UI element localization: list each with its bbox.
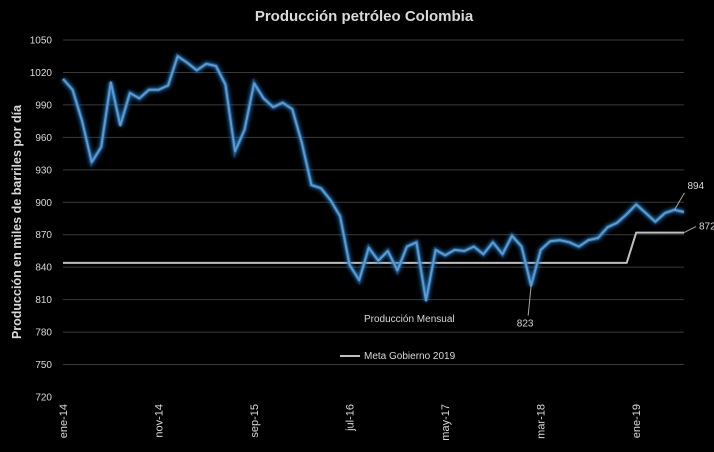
y-tick-label: 900: [35, 198, 52, 209]
y-tick-label: 750: [35, 360, 52, 371]
y-tick-label: 720: [35, 393, 52, 404]
annotations: 894 823 872: [517, 181, 714, 330]
y-tick-label: 1020: [30, 68, 53, 79]
annotation-leader: [683, 226, 697, 234]
x-tick-label: sep-15: [249, 404, 261, 438]
chart-title: Producción petróleo Colombia: [255, 8, 474, 25]
annotation-label: 894: [687, 181, 704, 192]
legend-label-production: Producción Mensual: [364, 314, 455, 325]
y-tick-label: 930: [35, 165, 52, 176]
x-tick-label: jul-16: [345, 404, 357, 432]
series-line-goal: [63, 231, 684, 264]
series-lines: [61, 53, 685, 302]
y-tick-label: 960: [35, 133, 52, 144]
y-tick-label: 1050: [30, 36, 53, 47]
x-tick-label: ene-19: [631, 404, 643, 438]
x-tick-label: nov-14: [154, 404, 166, 438]
x-tick-label: ene-14: [58, 404, 70, 438]
annotation-leader: [527, 285, 532, 316]
legend-label-goal: Meta Gobierno 2019: [364, 351, 456, 362]
y-tick-label: 810: [35, 295, 52, 306]
annotation-leader: [674, 192, 685, 211]
legend: Producción Mensual Meta Gobierno 2019: [340, 314, 456, 362]
x-tick-label: mar-18: [536, 404, 548, 439]
annotation-label: 872: [699, 222, 714, 233]
y-tick-label: 840: [35, 263, 52, 274]
gridlines: [63, 39, 684, 366]
series-line-production: [62, 55, 685, 302]
x-axis-ticks: ene-14 nov-14 sep-15 jul-16 may-17 mar-18 ene-…: [58, 404, 643, 441]
annotation-label: 823: [517, 319, 534, 330]
y-tick-label: 780: [35, 328, 52, 339]
x-tick-label: may-17: [440, 404, 452, 441]
series-glow-production: [61, 53, 685, 302]
y-tick-label: 870: [35, 230, 52, 241]
y-axis-label: Producción en miles de barriles por día: [10, 104, 24, 339]
y-axis-ticks: 720 750 780 810 840 870 900 930 960 990 1020 1050: [30, 36, 53, 404]
y-tick-label: 990: [35, 100, 52, 111]
